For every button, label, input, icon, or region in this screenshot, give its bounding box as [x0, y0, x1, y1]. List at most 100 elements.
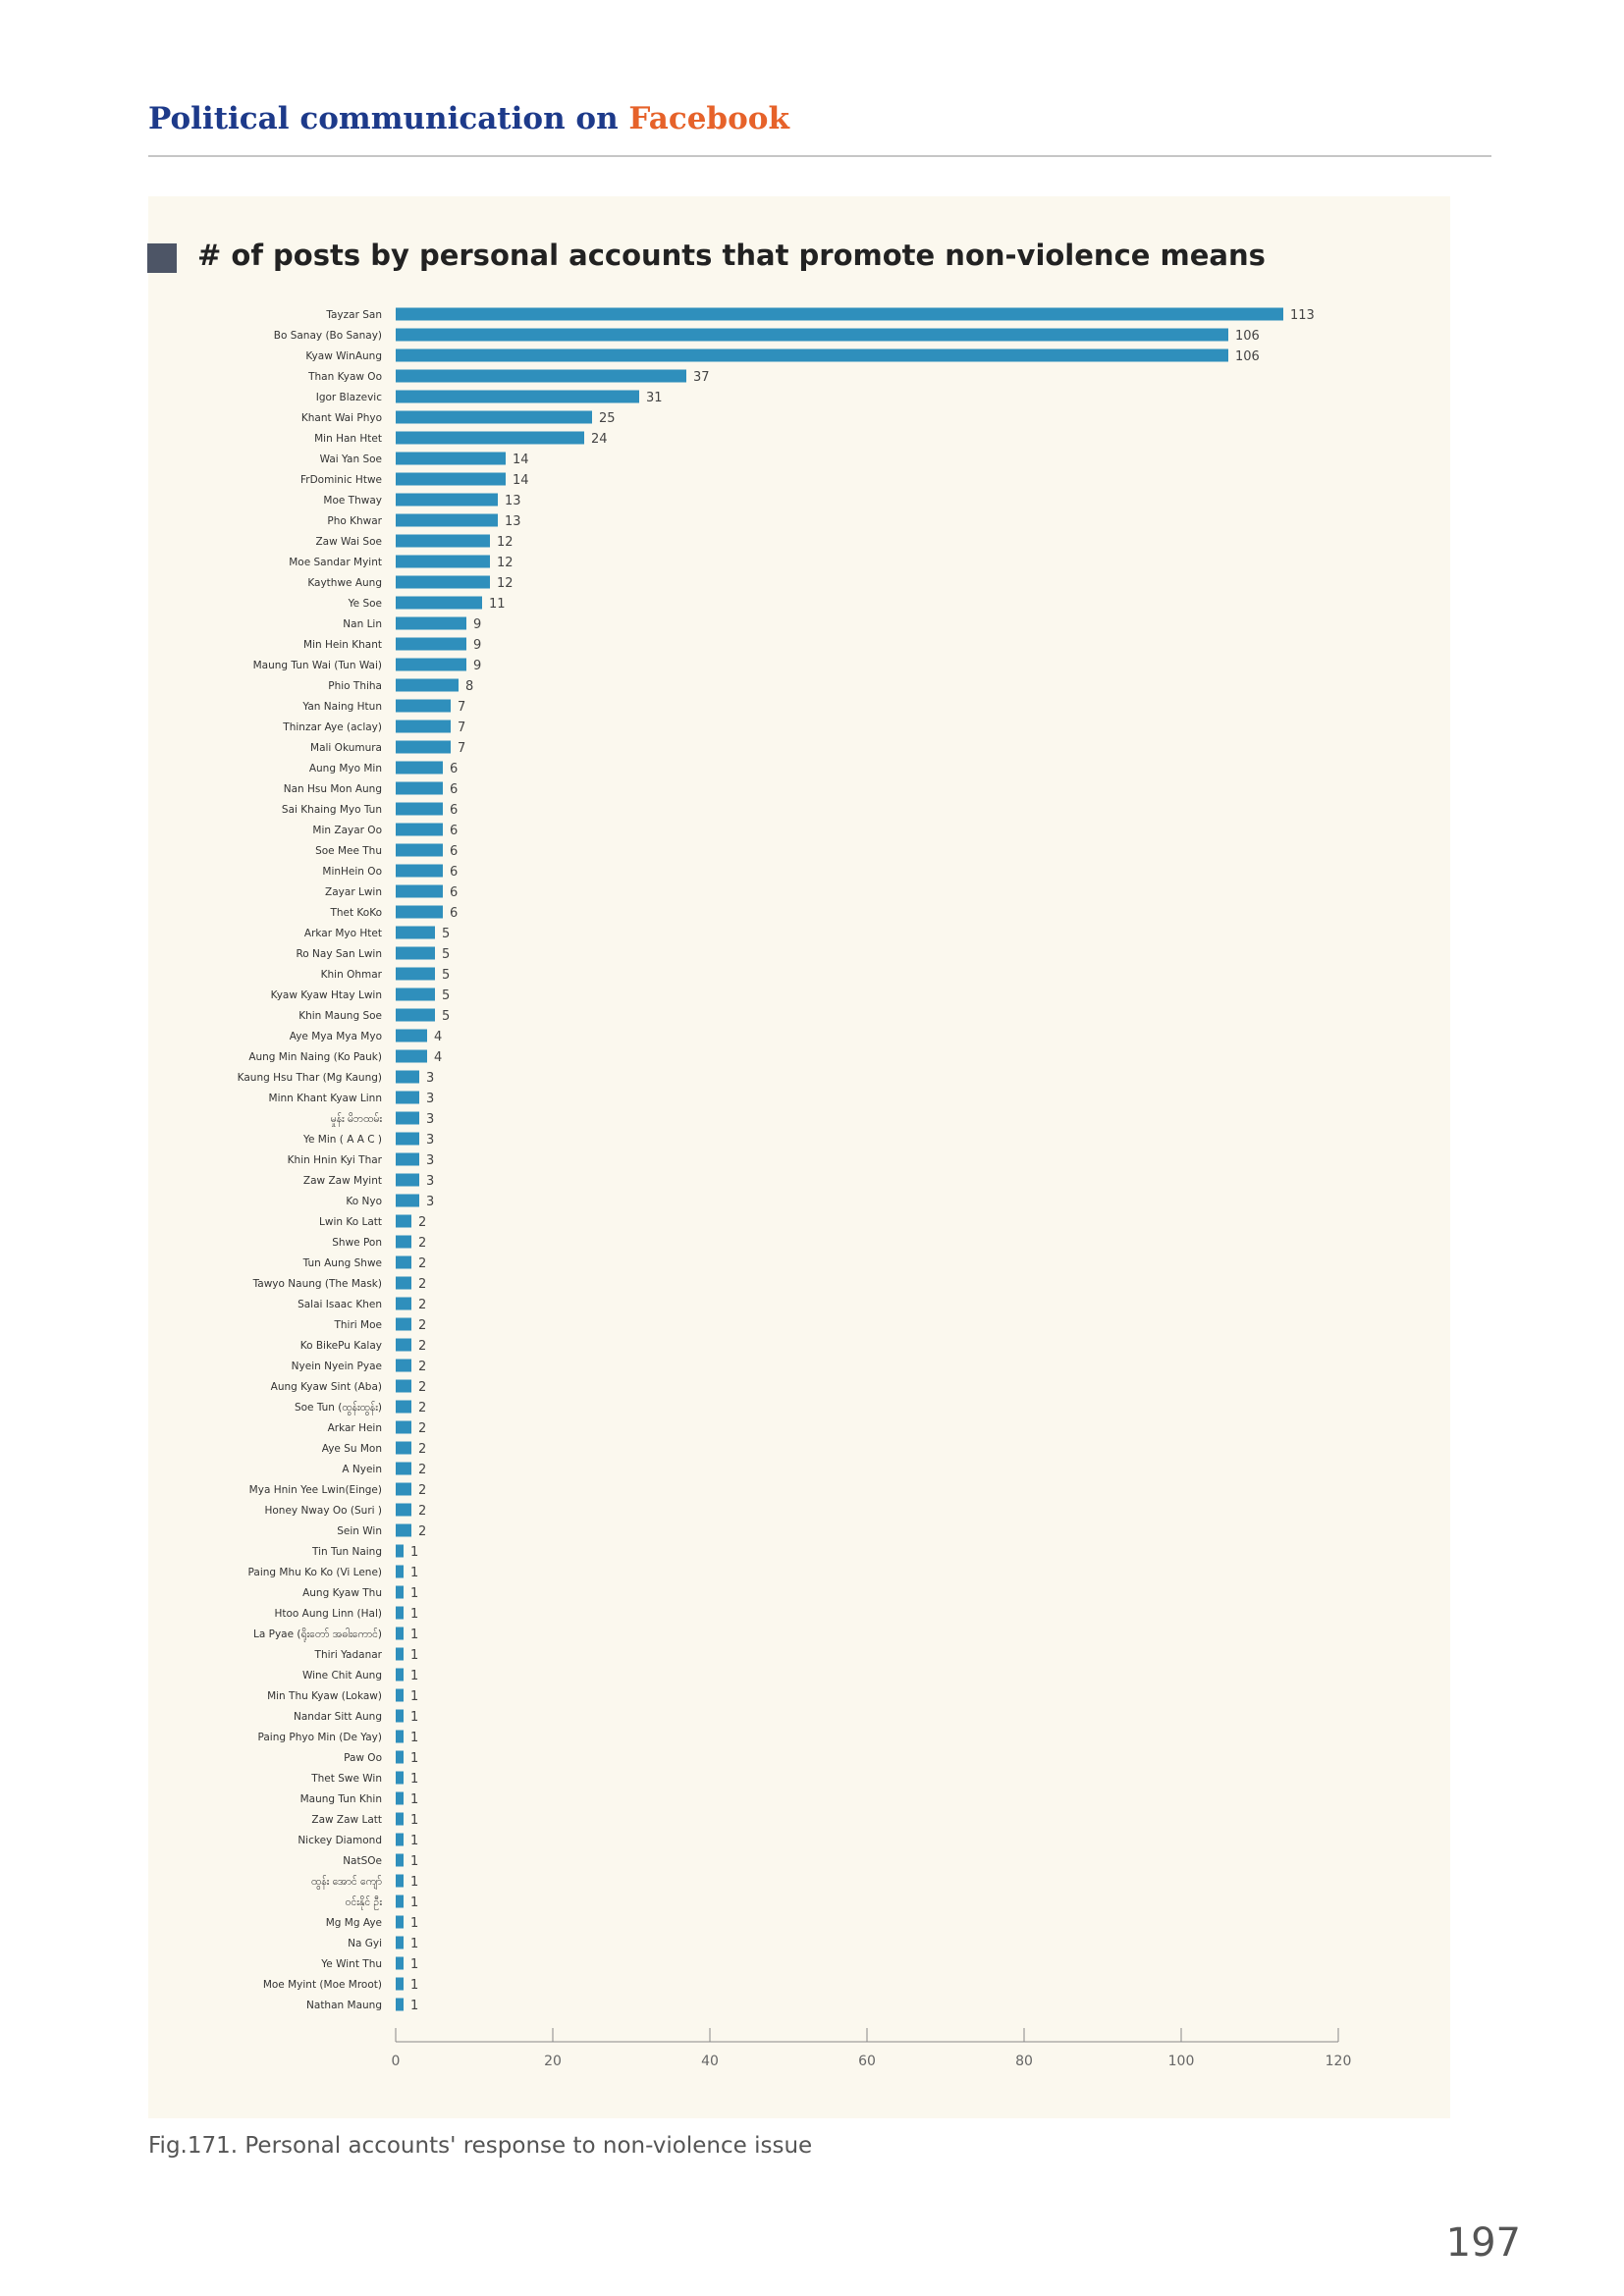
bar — [396, 1833, 404, 1846]
category-label: Salai Isaac Khen — [298, 1299, 382, 1310]
bar — [396, 1627, 404, 1640]
category-label: Moe Sandar Myint — [289, 557, 382, 568]
data-label: 2 — [418, 1318, 426, 1333]
bar — [396, 699, 451, 713]
category-label: NatSOe — [343, 1855, 382, 1867]
category-label: Sein Win — [337, 1525, 382, 1537]
data-label: 3 — [426, 1092, 434, 1106]
bar — [396, 410, 592, 424]
data-label: 6 — [450, 803, 458, 818]
bar — [396, 390, 639, 403]
category-label: Aung Min Naing (Ko Pauk) — [248, 1051, 382, 1063]
data-label: 1 — [410, 1834, 418, 1848]
category-label: Ko BikePu Kalay — [300, 1340, 382, 1352]
category-label: Minn Khant Kyaw Linn — [269, 1093, 382, 1104]
category-label: Nickey Diamond — [298, 1835, 382, 1846]
data-label: 1 — [410, 1586, 418, 1601]
bar — [396, 1853, 404, 1867]
category-label: Thet Swe Win — [310, 1773, 382, 1785]
data-label: 1 — [410, 1648, 418, 1663]
data-label: 2 — [418, 1524, 426, 1539]
data-label: 9 — [473, 638, 481, 653]
category-label: မှုန်း မိဘထမ်း — [331, 1112, 383, 1127]
bar — [396, 431, 584, 445]
bar — [396, 596, 482, 610]
bar — [396, 1317, 411, 1331]
category-label: Htoo Aung Linn (Hal) — [274, 1608, 382, 1620]
category-label: Nan Hsu Mon Aung — [284, 783, 382, 795]
category-label: Zaw Zaw Myint — [303, 1175, 382, 1187]
bar — [396, 720, 451, 733]
data-label: 4 — [434, 1030, 442, 1044]
data-label: 6 — [450, 824, 458, 838]
category-label: Sai Khaing Myo Tun — [282, 804, 382, 816]
bar — [396, 1812, 404, 1826]
data-label: 6 — [450, 906, 458, 921]
data-label: 1 — [410, 1669, 418, 1683]
data-label: 3 — [426, 1195, 434, 1209]
data-label: 31 — [646, 391, 663, 405]
category-label: Zaw Zaw Latt — [311, 1814, 382, 1826]
data-label: 5 — [442, 968, 450, 983]
bar — [396, 1420, 411, 1434]
bar — [396, 493, 498, 507]
category-label: Moe Myint (Moe Mroot) — [263, 1979, 382, 1991]
bar — [396, 1132, 419, 1146]
category-label: Min Han Htet — [314, 433, 382, 445]
header-title: Political communication on — [148, 101, 629, 136]
x-tick-label: 40 — [701, 2054, 719, 2069]
category-label: Tin Tun Naing — [311, 1546, 382, 1558]
data-label: 3 — [426, 1153, 434, 1168]
bar — [396, 802, 443, 816]
category-label: Khant Wai Phyo — [301, 412, 382, 424]
data-label: 6 — [450, 865, 458, 880]
bar — [396, 452, 506, 465]
category-label: Min Thu Kyaw (Lokaw) — [267, 1690, 382, 1702]
data-label: 8 — [465, 679, 473, 694]
bar — [396, 307, 1283, 321]
category-label: Soe Mee Thu — [315, 845, 382, 857]
category-label: Mali Okumura — [310, 742, 382, 754]
bar — [396, 1152, 419, 1166]
data-label: 12 — [497, 556, 514, 570]
category-label: Aung Myo Min — [309, 763, 382, 774]
data-label: 6 — [450, 782, 458, 797]
bar — [396, 1338, 411, 1352]
data-label: 9 — [473, 617, 481, 632]
figure-caption: Fig.171. Personal accounts' response to … — [148, 2133, 813, 2159]
category-label: Nyein Nyein Pyae — [292, 1361, 382, 1372]
category-label: Ye Wint Thu — [320, 1958, 382, 1970]
bar — [396, 884, 443, 898]
data-label: 1 — [410, 1916, 418, 1931]
category-label: Na Gyi — [348, 1938, 382, 1949]
category-label: Min Hein Khant — [303, 639, 382, 651]
page-header: Political communication on Facebook — [148, 101, 789, 140]
data-label: 12 — [497, 576, 514, 591]
data-label: 1 — [410, 1957, 418, 1972]
category-label: Moe Thway — [323, 495, 382, 507]
data-label: 6 — [450, 844, 458, 859]
bar — [396, 1462, 411, 1475]
data-label: 1 — [410, 1813, 418, 1828]
data-label: 5 — [442, 988, 450, 1003]
category-label: Mya Hnin Yee Lwin(Einge) — [249, 1484, 382, 1496]
category-label: Tayzar San — [325, 309, 382, 321]
category-label: Ye Soe — [348, 598, 382, 610]
bar — [396, 823, 443, 836]
data-label: 1 — [410, 1566, 418, 1580]
data-label: 6 — [450, 762, 458, 776]
data-label: 2 — [418, 1339, 426, 1354]
data-label: 1 — [410, 1607, 418, 1622]
category-label: Zaw Wai Soe — [315, 536, 382, 548]
bar — [396, 513, 498, 527]
category-label: ဝင်းနိုင် ဦး — [346, 1896, 383, 1910]
x-tick-label: 120 — [1326, 2054, 1352, 2069]
data-label: 1 — [410, 1875, 418, 1890]
bar — [396, 1977, 404, 1991]
data-label: 2 — [418, 1463, 426, 1477]
x-tick-label: 20 — [544, 2054, 562, 2069]
bar — [396, 967, 435, 981]
category-label: A Nyein — [342, 1464, 382, 1475]
category-label: Thet KoKo — [329, 907, 382, 919]
category-label: Thiri Moe — [333, 1319, 382, 1331]
